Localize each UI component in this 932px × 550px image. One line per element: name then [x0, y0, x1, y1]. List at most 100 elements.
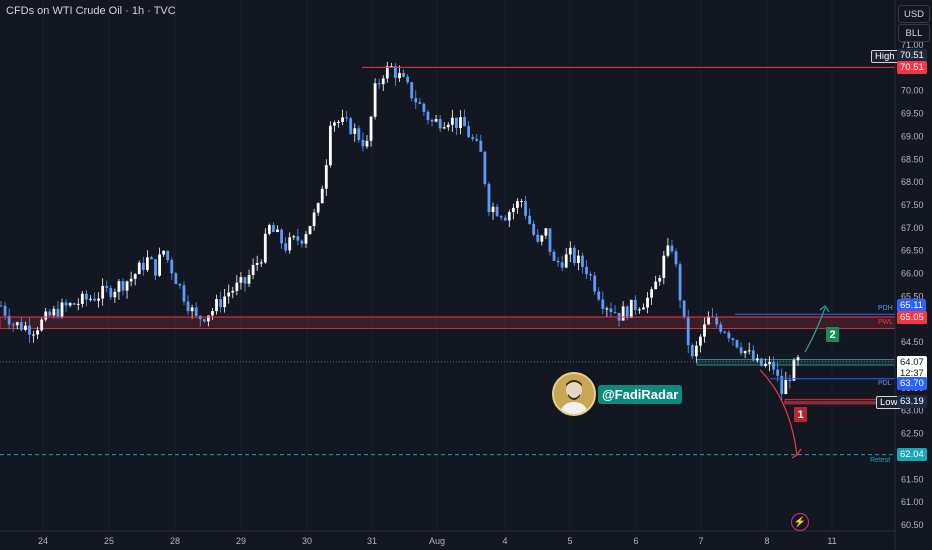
x-tick-label: 29: [236, 536, 246, 546]
candle-body: [548, 228, 552, 252]
candle-body: [64, 302, 68, 306]
candle-body: [133, 274, 137, 279]
candle-body: [654, 281, 658, 290]
candle-body: [455, 117, 458, 129]
chart-title: CFDs on WTI Crude Oil · 1h · TVC: [6, 5, 176, 17]
candle-body: [528, 215, 532, 224]
candle-body: [536, 234, 540, 242]
candles: [0, 61, 800, 401]
candle-body: [341, 117, 344, 122]
candle-body: [402, 72, 405, 77]
candle-body: [516, 201, 519, 208]
candle-body: [202, 319, 206, 322]
candle-body: [186, 301, 190, 312]
candle-body: [162, 250, 166, 255]
candle-body: [76, 303, 80, 305]
low-label-tag: Low: [876, 396, 902, 409]
candle-body: [80, 293, 84, 304]
candle-body: [109, 287, 113, 298]
candle-body: [52, 308, 56, 316]
candle-body: [446, 124, 450, 128]
lightning-icon[interactable]: ⚡: [791, 513, 809, 531]
candle-body: [72, 303, 76, 305]
candle-body: [394, 66, 397, 79]
candle-body: [638, 309, 641, 311]
candle-body: [320, 188, 324, 204]
candle-body: [589, 274, 593, 276]
candle-body: [572, 247, 576, 264]
candle-body: [605, 308, 609, 310]
candle-body: [438, 118, 442, 129]
retest-label: Retest: [870, 457, 891, 464]
candle-body: [324, 165, 328, 189]
candle-body: [288, 237, 292, 251]
candle-body: [243, 277, 247, 284]
y-tick-label: 61.50: [901, 474, 924, 484]
candle-body: [418, 102, 422, 104]
y-tick-label: 64.50: [901, 337, 924, 347]
y-tick-label: 65.50: [901, 291, 924, 301]
candle-body: [166, 250, 170, 261]
candle-body: [739, 347, 743, 354]
candle-body: [495, 206, 499, 217]
candle-body: [503, 217, 507, 221]
candle-body: [792, 360, 796, 381]
candle-body: [0, 305, 3, 307]
candle-body: [581, 255, 584, 267]
candle-body: [398, 72, 401, 79]
candle-body: [170, 260, 174, 274]
candle-body: [105, 285, 109, 288]
candle-body: [227, 292, 231, 297]
currency-button[interactable]: USD: [898, 5, 930, 23]
pdl-label: PDL: [878, 380, 892, 387]
candle-body: [577, 255, 580, 264]
candle-body: [426, 111, 430, 121]
candle-body: [796, 357, 800, 361]
unit-button[interactable]: BLL: [898, 24, 930, 42]
candle-body: [97, 298, 100, 301]
candle-body: [463, 117, 466, 127]
candle-body: [597, 291, 601, 300]
candle-body: [784, 379, 788, 395]
candle-body: [678, 264, 682, 301]
candle-body: [511, 207, 515, 213]
candle-body: [296, 236, 300, 241]
candle-body: [707, 316, 710, 325]
y-tick-label: 66.50: [901, 246, 924, 256]
y-tick-label: 61.00: [901, 497, 924, 507]
candle-body: [483, 151, 487, 184]
candle-body: [369, 116, 373, 141]
candle-body: [507, 212, 511, 221]
candle-body: [247, 274, 251, 284]
candle-body: [520, 200, 523, 202]
y-tick-label: 69.50: [901, 109, 924, 119]
candle-body: [499, 216, 503, 218]
pwl-label: PWL: [878, 319, 894, 326]
author-badge[interactable]: @FadiRadar: [552, 372, 683, 416]
candle-body: [272, 225, 275, 232]
candle-body: [11, 324, 15, 326]
candle-body: [349, 118, 353, 134]
high-price-tag: 70.51: [897, 61, 927, 74]
candle-body: [239, 277, 243, 283]
y-tick-label: 63.00: [901, 406, 924, 416]
candle-body: [158, 254, 161, 276]
candle-body: [36, 330, 39, 335]
candle-body: [284, 243, 288, 251]
candle-body: [487, 183, 491, 213]
candle-body: [406, 76, 410, 83]
resistance-zone: [0, 316, 896, 329]
candle-body: [633, 299, 637, 310]
scenario-2-marker: 2: [826, 327, 839, 342]
candle-body: [113, 291, 117, 298]
candle-body: [621, 306, 625, 321]
pdh-value-tag: 65.11: [897, 299, 927, 312]
candle-body: [32, 334, 35, 336]
x-tick-label: 6: [633, 536, 638, 546]
time-axis[interactable]: 24 25 28 29 30 31 Aug 4 5 6 7 8 11: [38, 536, 837, 546]
x-tick-label: 7: [698, 536, 703, 546]
candle-body: [154, 259, 157, 276]
y-tick-label: 62.50: [901, 429, 924, 439]
candle-body: [345, 117, 349, 119]
